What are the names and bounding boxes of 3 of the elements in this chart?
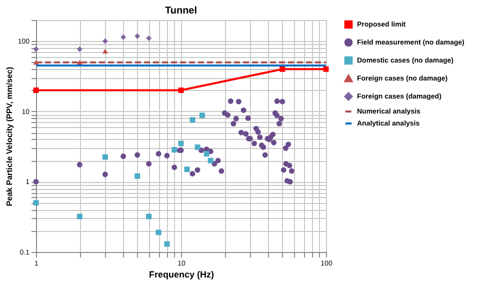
x-axis-title: Frequency (Hz)	[148, 270, 214, 280]
chart-title: Tunnel	[164, 6, 198, 16]
y-axis-title: Peak Particle Velocity (PPV, mm/sec)	[4, 66, 14, 206]
